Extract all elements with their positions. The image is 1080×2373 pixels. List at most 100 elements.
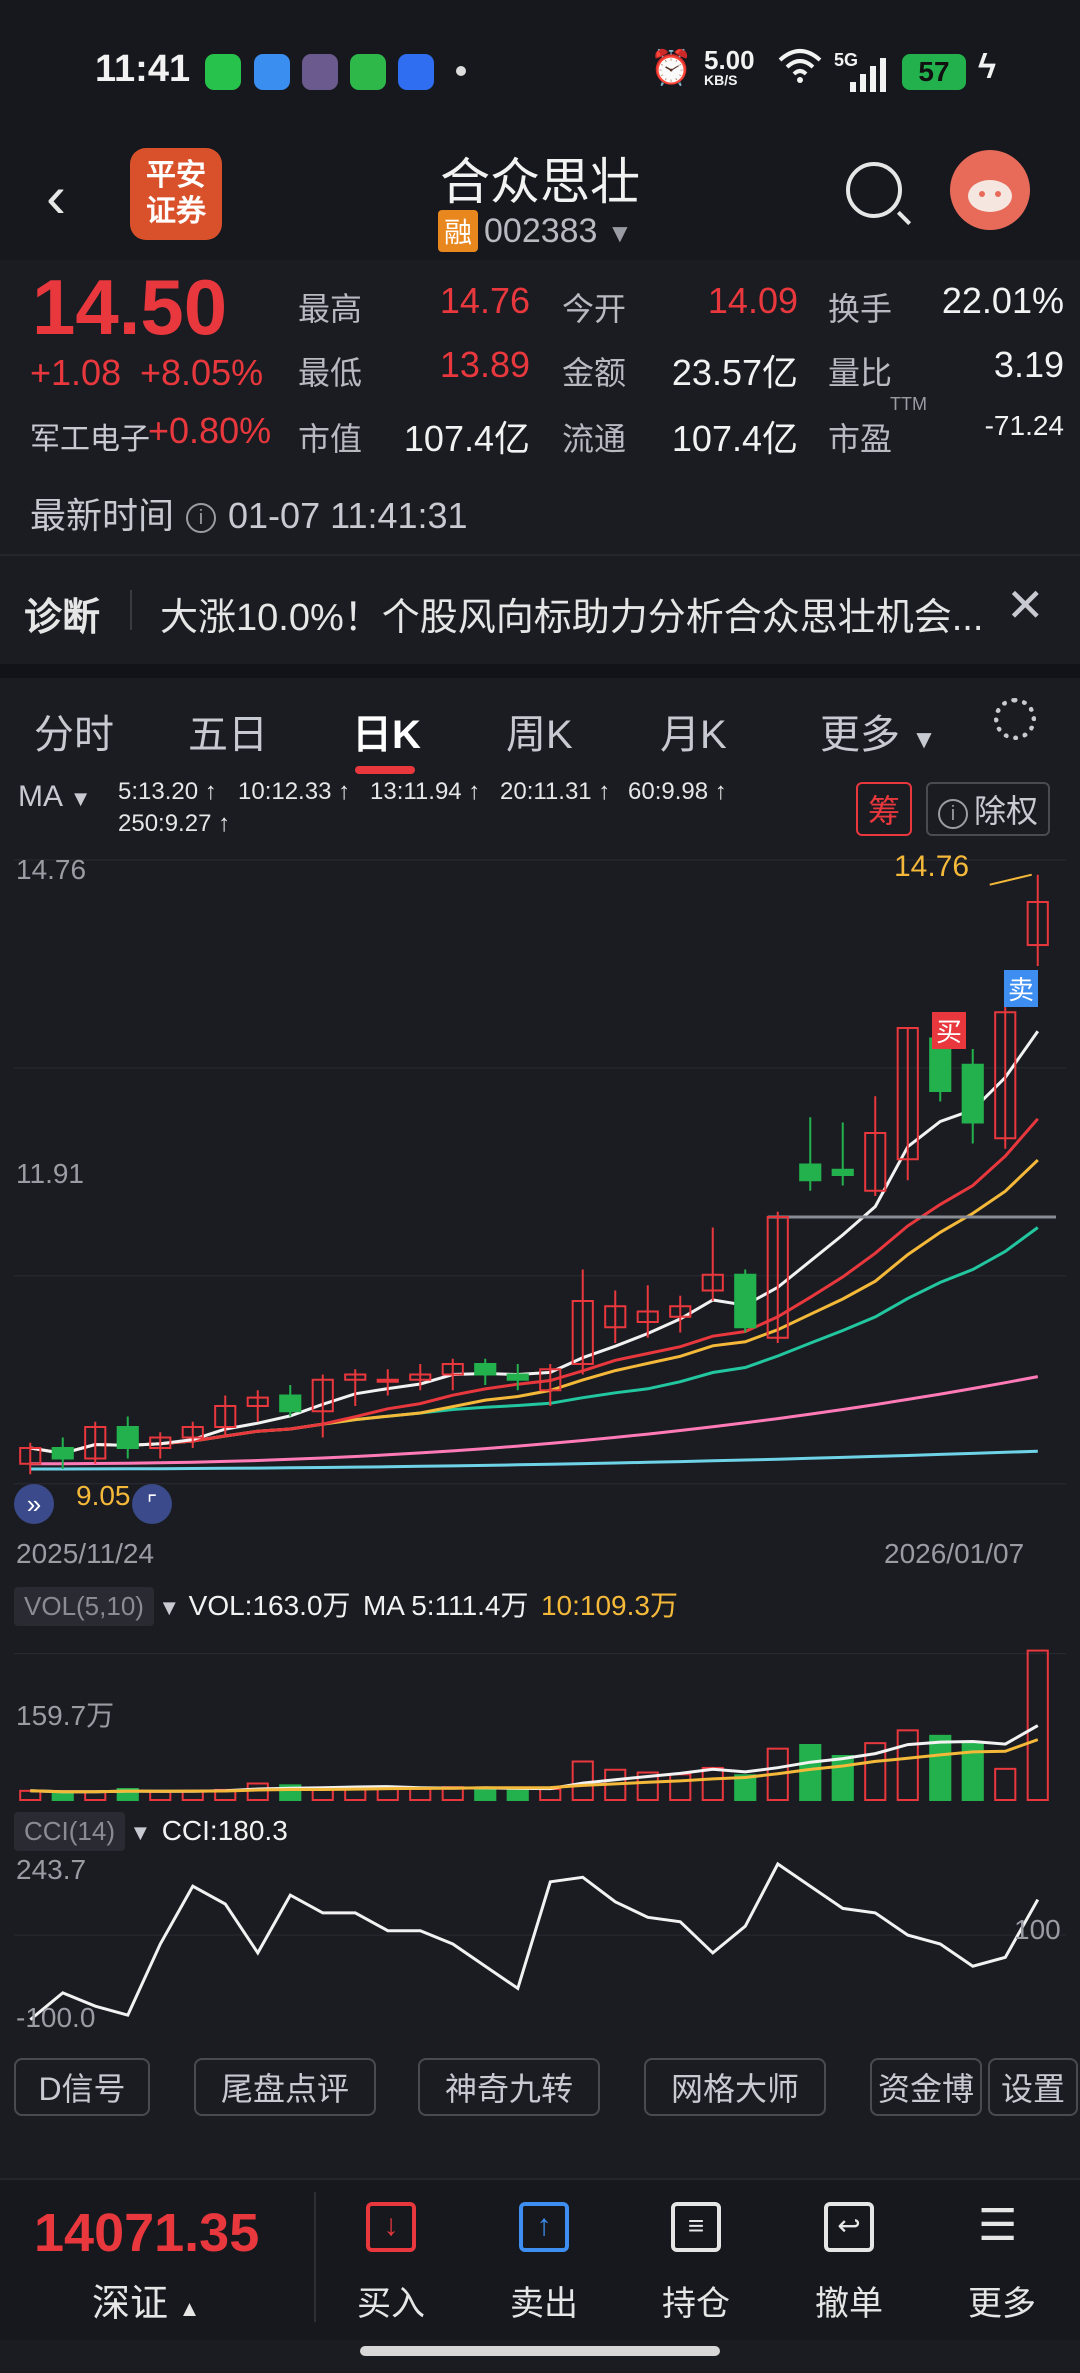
volume-bar [539,1788,562,1801]
volume-svg [14,1649,1066,1802]
ex-rights-label: 除权 [974,793,1039,829]
index-name-row[interactable]: 深证 ▲ [92,2272,200,2327]
buy-icon[interactable]: ↓ [366,2202,416,2252]
divider [130,590,132,630]
close-icon[interactable]: ✕ [1006,579,1045,631]
charging-icon: ϟ [978,48,996,86]
info-icon[interactable]: i [186,503,217,534]
assistant-avatar[interactable] [950,150,1030,230]
more-icon[interactable]: ☰ [978,2201,1018,2250]
quote-field-label: 市值 [298,421,363,457]
index-name: 深证 [92,2283,169,2325]
grid-master-button[interactable]: 网格大师 [644,2058,826,2116]
battery-level: 57 [902,54,966,90]
tab-intraday[interactable]: 分时 [34,713,114,757]
tab-five-day[interactable]: 五日 [188,713,268,757]
signal-icon [848,58,888,97]
y-axis-mid: 11.91 [16,1158,84,1189]
ma10-value: 10:12.33 ↑ [238,778,351,805]
tab-daily-k[interactable]: 日K [352,713,421,757]
quote-field-label: 最低 [298,355,363,391]
tab-more[interactable]: 更多 ▼ [820,702,937,760]
candle-body [441,1363,464,1376]
gear-icon[interactable] [994,698,1036,740]
ma20-value: 20:11.31 ↑ [500,778,611,805]
stock-code: 002383 [484,212,598,250]
volume-ma5-line [30,1724,1039,1794]
cci-indicator-select[interactable]: CCI(14) [14,1812,126,1851]
ma-selector[interactable]: MA ▼ [18,780,91,814]
ttm-label: TTM [890,394,927,414]
fund-button[interactable]: 资金博 [870,2058,982,2116]
search-icon[interactable] [846,162,902,218]
y-axis-max: 14.76 [16,854,87,885]
close-review-button[interactable]: 尾盘点评 [194,2058,376,2116]
diagnosis-text[interactable]: 大涨10.0%！个股风向标助力分析合众思壮机会... [160,597,984,639]
position-icon[interactable]: ≡ [671,2202,721,2252]
volume-title: VOL(5,10) [24,1591,144,1621]
cci-chart[interactable]: 243.7 -100.0 100 [14,1854,1066,2033]
quote-field-value: 3.19 [993,344,1064,385]
low-price-label: 9.05 [76,1480,131,1511]
volume-bar [571,1760,594,1801]
tab-weekly-k[interactable]: 周K [506,713,573,757]
active-tab-indicator [355,766,415,774]
more-button[interactable]: 更多 [968,2285,1036,2323]
broker-logo: 平安 证券 [130,148,222,240]
candle-body [19,1447,42,1465]
volume-bar [149,1790,172,1801]
volume-bar [669,1773,692,1801]
home-indicator[interactable] [360,2346,720,2356]
net-speed-unit: KB/S [704,72,738,88]
back-chevron-icon[interactable]: ‹ [46,163,66,230]
diagnosis-banner[interactable]: 诊断 大涨10.0%！个股风向标助力分析合众思壮机会... ✕ [0,554,1080,666]
candle-body [376,1378,399,1383]
wifi-icon [778,48,822,92]
ex-rights-button[interactable]: i 除权 [926,782,1051,836]
index-value[interactable]: 14071.35 [34,2203,260,2263]
ma13-value: 13:11.94 ↑ [370,778,481,805]
volume-chart[interactable]: 159.7万 [14,1630,1066,1805]
volume-bar [246,1782,269,1801]
sell-button[interactable]: 卖出 [510,2285,578,2323]
volume-bar [701,1766,724,1802]
cci-ref-level: 100 [1014,1914,1061,1945]
fullscreen-icon[interactable]: ⌜ [132,1484,172,1524]
sell-icon[interactable]: ↑ [519,2202,569,2252]
candle-body [961,1063,984,1124]
buy-signal-tag: 买 [932,1012,967,1049]
d-signal-button[interactable]: D信号 [14,2058,150,2116]
buy-button[interactable]: 买入 [357,2285,425,2323]
diagnosis-title: 诊断 [24,597,101,639]
sector-name[interactable]: 军工电子 [30,423,150,456]
stock-code-row[interactable]: 融 002383 ▼ [438,210,633,252]
cancel-order-icon[interactable]: ↩ [824,2202,874,2252]
volume-indicator-select[interactable]: VOL(5,10) [14,1587,154,1626]
volume-bar [864,1742,887,1801]
volume-bar [506,1788,529,1802]
app-icon [254,54,290,90]
chip-distribution-button[interactable]: 筹 [856,782,913,836]
volume-bar [734,1774,757,1801]
cci-svg [14,1861,1066,2021]
quote-panel: 14.50 +1.08 +8.05% 军工电子 +0.80% 最高 14.76 今开… [0,262,1080,552]
kline-chart[interactable]: 14.76 11.91 14.76 9.05 买 卖 » ⌜ 2025/11/2… [14,850,1066,1569]
x-axis-start-date: 2025/11/24 [16,1538,155,1569]
tab-monthly-k[interactable]: 月K [660,713,727,757]
cancel-order-button[interactable]: 撤单 [815,2285,883,2323]
volume-bar [929,1734,952,1801]
candle-body [246,1396,269,1407]
candle-body [864,1132,887,1192]
candle-body [994,1011,1017,1140]
candle-body [636,1310,659,1323]
magic-nine-button[interactable]: 神奇九转 [418,2058,600,2116]
volume-ma10-line [30,1738,1039,1794]
baidu-icon [398,54,434,90]
settings-button[interactable]: 设置 [988,2058,1078,2116]
cci-y-max: 243.7 [16,1854,87,1885]
volume-ma10: 10:109.3万 [540,1590,678,1621]
volume-bar [409,1788,432,1801]
status-time: 11:41 [95,48,191,90]
expand-left-icon[interactable]: » [14,1484,54,1524]
position-button[interactable]: 持仓 [662,2285,730,2323]
